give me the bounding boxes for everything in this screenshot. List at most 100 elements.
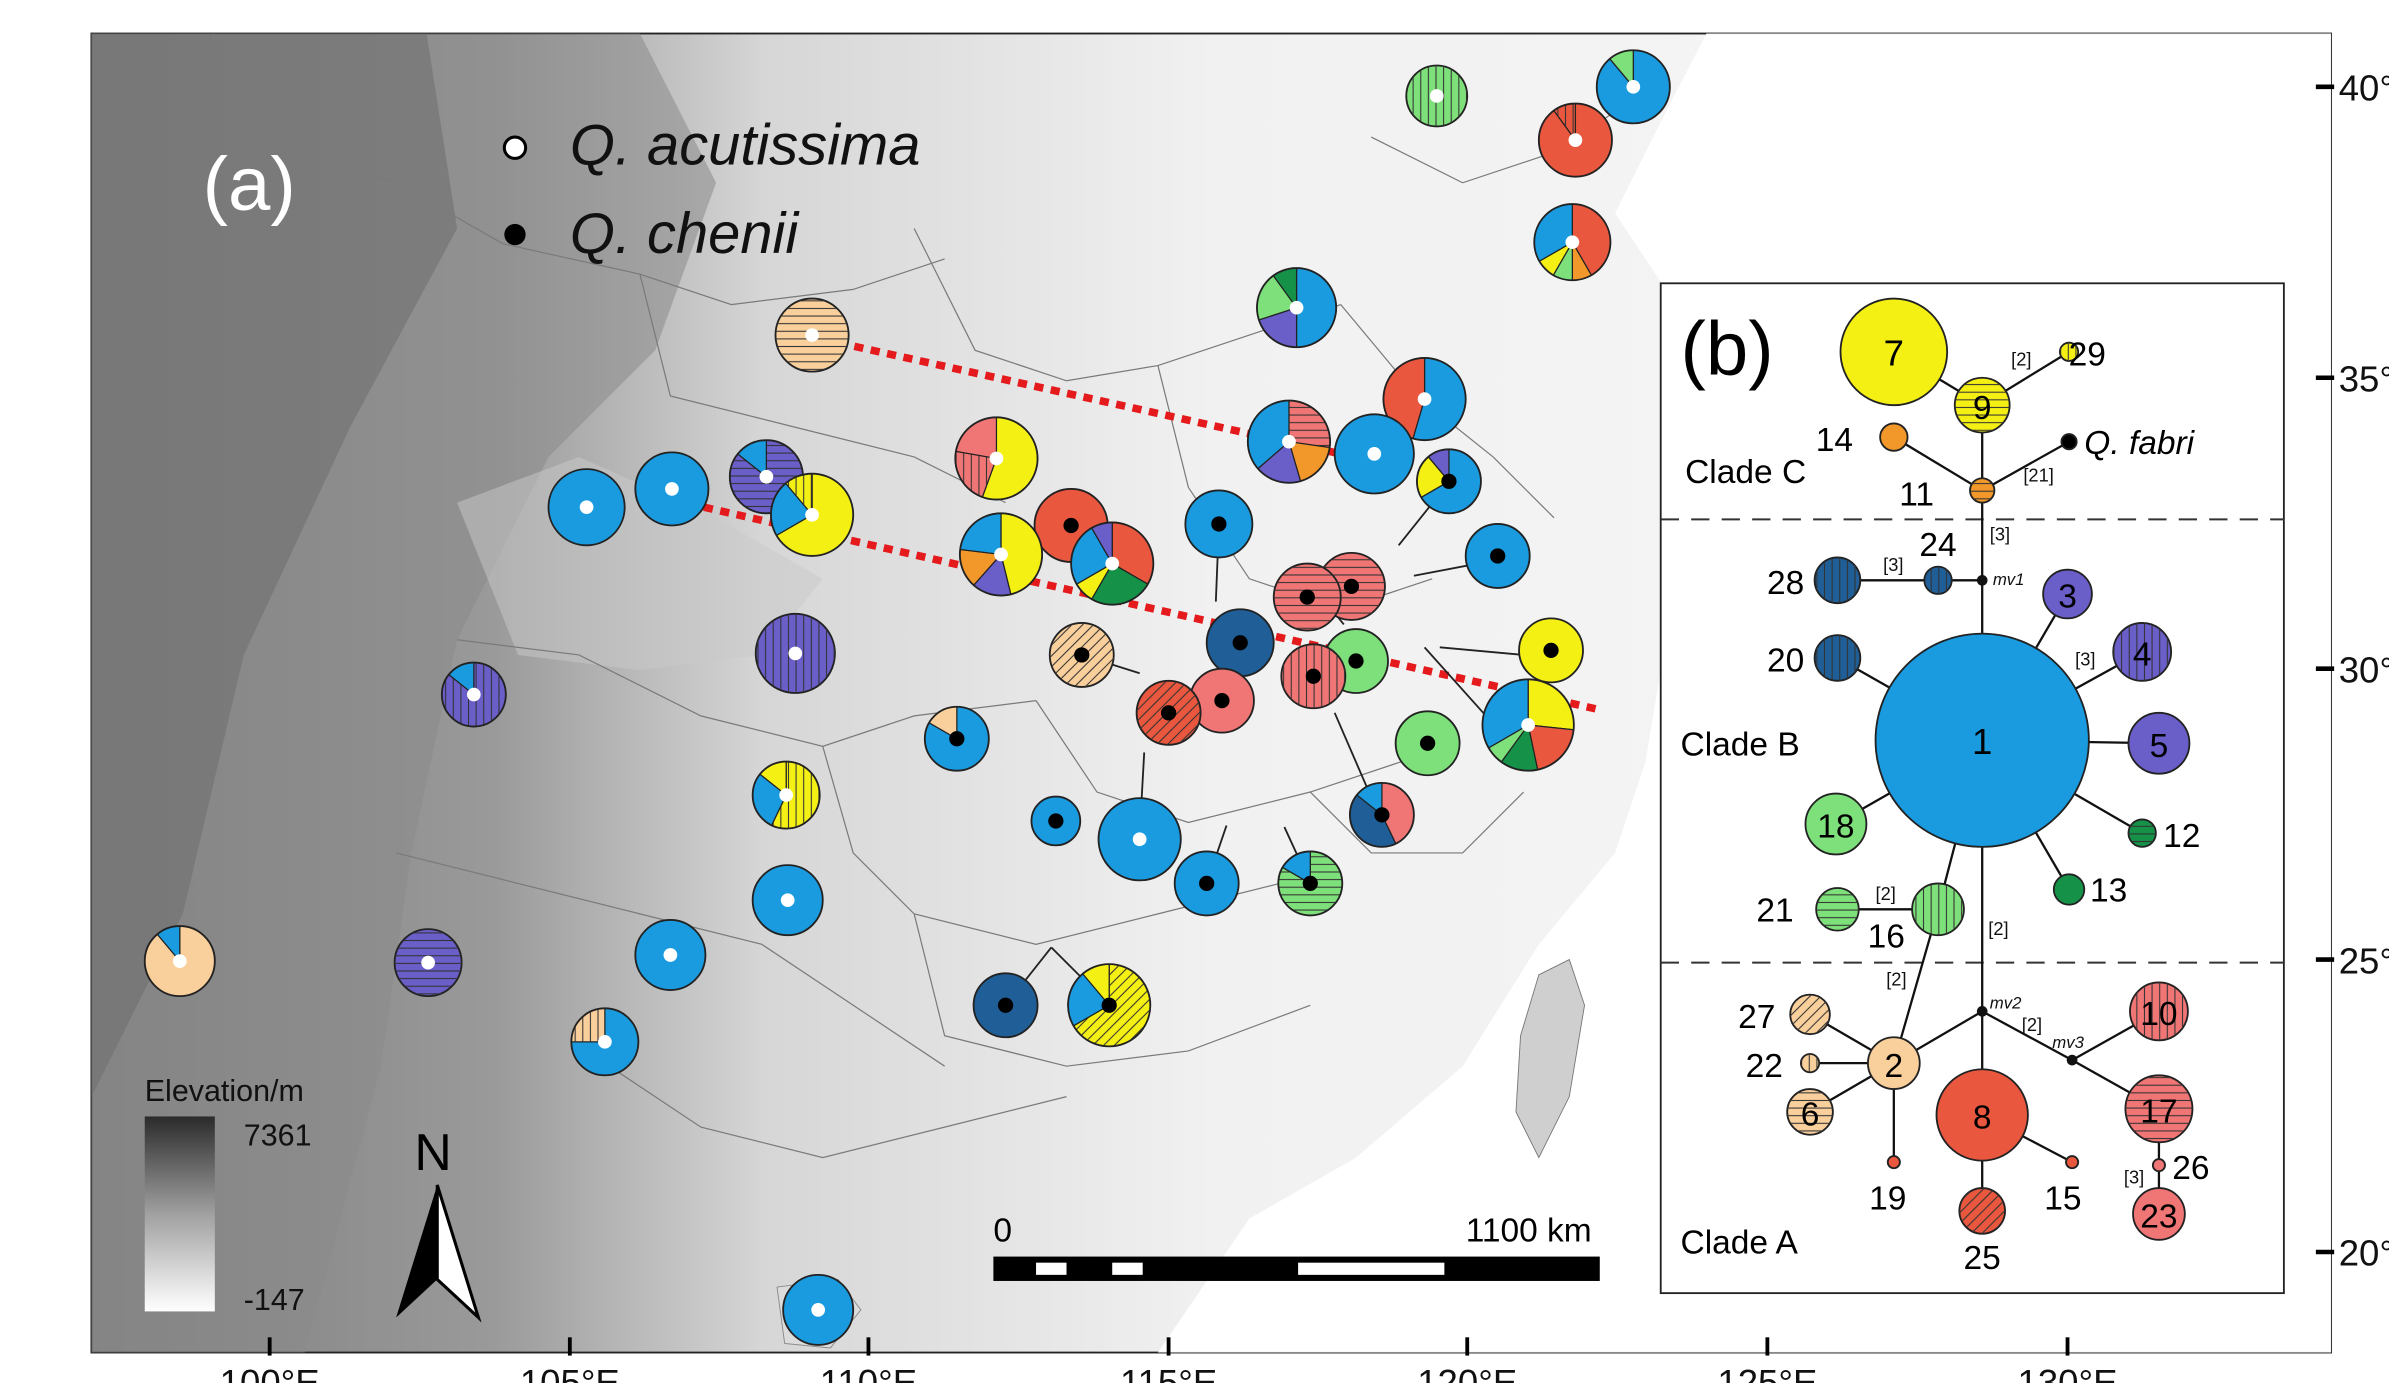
site-pie xyxy=(1518,617,1584,684)
legend-acutissima-text: Q. acutissima xyxy=(570,114,921,178)
site-marker-acutissima xyxy=(779,788,794,802)
site-marker-acutissima xyxy=(1565,235,1580,250)
haplotype-label: 25 xyxy=(1964,1240,2001,1277)
haplotype-node xyxy=(1923,565,1953,595)
site-pie xyxy=(1382,357,1467,442)
pie-hatch xyxy=(571,1008,605,1042)
site-marker-chenii xyxy=(1048,813,1064,829)
site-marker-chenii xyxy=(1063,517,1079,534)
haplotype-label: 19 xyxy=(1869,1180,1906,1217)
step-label: [3] xyxy=(1990,524,2010,545)
site-marker-chenii xyxy=(1419,735,1436,751)
step-label: [21] xyxy=(2023,464,2053,485)
site-pie xyxy=(1416,448,1482,515)
clade-c-label: Clade C xyxy=(1685,454,1806,491)
haplotype-label: 23 xyxy=(2140,1199,2177,1236)
step-label: [2] xyxy=(2011,349,2031,370)
haplotype-label: 3 xyxy=(2058,579,2077,616)
site-pie xyxy=(143,925,216,998)
island-taiwan xyxy=(1515,958,1586,1159)
clade-b-label: Clade B xyxy=(1681,726,1800,763)
site-marker-acutissima xyxy=(172,954,187,968)
median-vector-node xyxy=(1976,1006,1988,1017)
longitude-tick-label: 125°E xyxy=(1717,1362,1817,1383)
site-pie xyxy=(1048,622,1115,688)
site-pie xyxy=(1189,667,1255,734)
longitude-tick-label: 105°E xyxy=(520,1362,620,1383)
site-marker-chenii xyxy=(1374,807,1390,823)
step-label: [3] xyxy=(1883,554,1903,575)
longitude-tick-label: 115°E xyxy=(1120,1362,1217,1383)
haplotype-label: 1 xyxy=(1972,721,1992,762)
haplotype-node xyxy=(1786,1088,1834,1136)
haplotype-label: 6 xyxy=(1801,1097,1820,1134)
haplotype-node xyxy=(1815,887,1860,932)
site-pie xyxy=(1030,795,1082,847)
haplotype-label: 27 xyxy=(1738,999,1775,1036)
pie-slice xyxy=(1886,1155,1901,1170)
scale-start: 0 xyxy=(993,1212,1012,1249)
haplotype-label: 12 xyxy=(2163,818,2200,855)
site-pie xyxy=(1097,797,1182,882)
site-marker-chenii xyxy=(1305,668,1321,684)
haplotype-node xyxy=(1789,993,1831,1036)
site-pie xyxy=(1533,203,1612,282)
haplotype-label: 13 xyxy=(2090,873,2127,910)
haplotype-label: 26 xyxy=(2172,1150,2209,1187)
pie-slice xyxy=(1804,792,1868,856)
site-marker-acutissima xyxy=(1626,79,1641,94)
site-marker-acutissima xyxy=(788,646,803,661)
site-marker-chenii xyxy=(1101,997,1117,1013)
site-pie xyxy=(1348,781,1415,848)
site-pie xyxy=(1256,267,1338,349)
elevation-max: 7361 xyxy=(244,1118,312,1152)
site-pie xyxy=(782,1273,855,1346)
site-marker-chenii xyxy=(1211,516,1227,532)
pie-hatch xyxy=(1800,1054,1820,1073)
elevation-colorbar xyxy=(144,1116,215,1312)
site-marker-acutissima xyxy=(1367,447,1382,461)
pie-hatch xyxy=(1816,887,1859,931)
longitude-tick-label: 130°E xyxy=(2018,1362,2118,1383)
haplotype-node xyxy=(2060,433,2078,451)
step-label: [2] xyxy=(1988,918,2008,939)
haplotype-node xyxy=(2132,1187,2186,1241)
haplotype-node xyxy=(1867,1036,1921,1090)
haplotype-node xyxy=(1935,1068,2029,1162)
pie-hatch xyxy=(1790,994,1830,1035)
haplotype-node xyxy=(2127,711,2191,775)
pie-slice xyxy=(2042,568,2093,620)
site-marker-chenii xyxy=(949,731,965,747)
site-pie xyxy=(1464,523,1531,589)
mv1-label: mv1 xyxy=(1993,570,2025,589)
haplotype-label: 18 xyxy=(1817,809,1854,846)
haplotype-node xyxy=(2052,873,2086,906)
legend-open-dot xyxy=(502,135,528,160)
site-marker-acutissima xyxy=(598,1034,612,1049)
site-marker-acutissima xyxy=(780,893,795,908)
step-label: [2] xyxy=(1876,883,1896,904)
site-marker-acutissima xyxy=(759,469,774,484)
site-pies xyxy=(143,49,1671,1346)
boundary-line-south xyxy=(703,503,1601,714)
haplotype-label: 7 xyxy=(1884,333,1904,374)
site-pie xyxy=(1405,64,1469,128)
haplotype-label: 29 xyxy=(2069,337,2106,374)
pie-slice xyxy=(2127,711,2191,775)
pie-hatch xyxy=(2129,982,2188,1041)
haplotype-node xyxy=(2065,1155,2080,1170)
latitude-tick-label: 40° xyxy=(2339,68,2389,109)
site-pie xyxy=(1173,850,1240,917)
haplotype-label: 8 xyxy=(1973,1100,1992,1137)
site-marker-acutissima xyxy=(1282,434,1296,449)
pie-hatch xyxy=(1959,1188,2006,1234)
site-marker-chenii xyxy=(1199,875,1215,892)
latitude-tick-label: 30° xyxy=(2339,649,2389,690)
site-pie xyxy=(751,864,824,937)
haplotype-node xyxy=(1958,1187,2006,1235)
boundary-line-north xyxy=(837,338,1342,458)
panel-a-label: (a) xyxy=(203,142,296,227)
haplotype-node xyxy=(1813,556,1862,605)
